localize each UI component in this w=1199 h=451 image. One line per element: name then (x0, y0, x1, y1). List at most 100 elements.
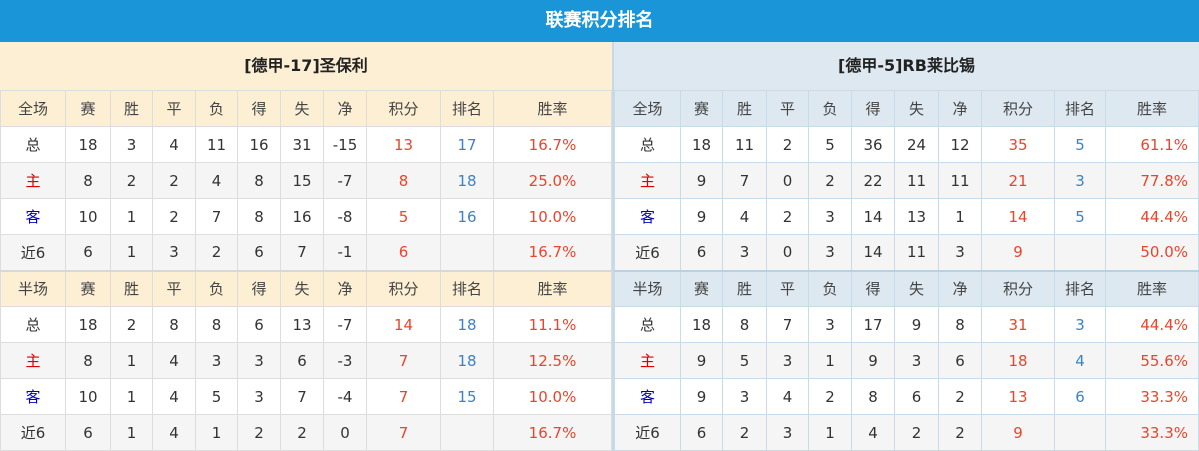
cell-drawn: 4 (152, 126, 196, 163)
column-header-rank: 排名 (1054, 269, 1106, 307)
column-header-goals-for: 得 (237, 90, 281, 127)
column-header-points: 积分 (981, 269, 1055, 307)
cell-label: 主 (614, 342, 681, 379)
cell-win-rate: 16.7% (493, 126, 612, 163)
cell-played: 6 (65, 414, 111, 451)
cell-label: 总 (614, 126, 681, 163)
column-header-win-rate: 胜率 (1105, 269, 1199, 307)
cell-goals-for: 6 (237, 306, 281, 343)
column-header-played: 赛 (680, 269, 723, 307)
cell-goals-against: 11 (894, 234, 939, 271)
cell-goals-for: 14 (851, 198, 895, 235)
half-header-row: 半场赛胜平负得失净积分 排名 胜率 (614, 269, 1199, 307)
cell-rank (1054, 234, 1106, 271)
cell-points: 6 (366, 234, 441, 271)
cell-goal-diff: -8 (323, 198, 367, 235)
table-row: 总 18 8 7 3 17 9 8 31 3 44.4% (614, 306, 1199, 343)
column-header-drawn: 平 (766, 90, 809, 127)
table-row: 客 9 4 2 3 14 13 1 14 5 44.4% (614, 198, 1199, 235)
cell-label: 总 (0, 126, 66, 163)
cell-goals-against: 9 (894, 306, 939, 343)
cell-points: 14 (366, 306, 441, 343)
table-row: 近6 6 2 3 1 4 2 2 9 33.3% (614, 414, 1199, 451)
cell-points: 7 (366, 378, 441, 415)
cell-goal-diff: -7 (323, 162, 367, 199)
cell-lost: 7 (195, 198, 238, 235)
cell-lost: 3 (808, 198, 852, 235)
column-header-points: 积分 (366, 90, 441, 127)
cell-rank: 18 (440, 162, 494, 199)
cell-won: 1 (110, 198, 153, 235)
cell-goals-for: 3 (237, 378, 281, 415)
cell-lost: 1 (195, 414, 238, 451)
cell-played: 9 (680, 198, 723, 235)
cell-lost: 2 (195, 234, 238, 271)
column-header-won: 胜 (722, 269, 767, 307)
cell-goal-diff: 3 (938, 234, 982, 271)
cell-label: 客 (0, 378, 66, 415)
table-row: 总 18 11 2 5 36 24 12 35 5 61.1% (614, 126, 1199, 163)
cell-goals-for: 36 (851, 126, 895, 163)
table-row: 客 10 1 2 7 8 16 -8 5 16 10.0% (0, 198, 612, 235)
cell-goal-diff: -1 (323, 234, 367, 271)
cell-points: 9 (981, 234, 1055, 271)
column-header-goals-for: 得 (851, 269, 895, 307)
cell-drawn: 4 (152, 378, 196, 415)
cell-goal-diff: -4 (323, 378, 367, 415)
cell-drawn: 2 (152, 162, 196, 199)
cell-goal-diff: 2 (938, 378, 982, 415)
column-header-goal-diff: 净 (323, 90, 367, 127)
cell-goals-against: 11 (894, 162, 939, 199)
cell-points: 35 (981, 126, 1055, 163)
cell-goals-for: 8 (237, 162, 281, 199)
table-row: 总 18 2 8 8 6 13 -7 14 18 11.1% (0, 306, 612, 343)
cell-goals-for: 8 (237, 198, 281, 235)
cell-win-rate: 77.8% (1105, 162, 1199, 199)
column-header-lost: 负 (195, 90, 238, 127)
standings-table: 全场赛胜平负得失净积分 排名 胜率总 18 11 2 5 36 24 12 35 5 61.1% 主 9 7 0… (614, 90, 1199, 451)
cell-rank: 4 (1054, 342, 1106, 379)
cell-played: 8 (65, 342, 111, 379)
cell-goals-against: 2 (280, 414, 324, 451)
cell-win-rate: 25.0% (493, 162, 612, 199)
column-header-played: 赛 (680, 90, 723, 127)
cell-win-rate: 44.4% (1105, 306, 1199, 343)
column-header-rank: 排名 (1054, 90, 1106, 127)
cell-label: 近6 (614, 414, 681, 451)
standings-title: 联赛积分排名 (0, 0, 1199, 42)
cell-points: 13 (981, 378, 1055, 415)
cell-goals-against: 2 (894, 414, 939, 451)
column-header-lost: 负 (195, 269, 238, 307)
cell-goals-against: 16 (280, 198, 324, 235)
team-name: [德甲-17]圣保利 (0, 42, 612, 90)
cell-played: 18 (680, 306, 723, 343)
cell-won: 2 (110, 162, 153, 199)
table-row: 主 8 2 2 4 8 15 -7 8 18 25.0% (0, 162, 612, 199)
column-header-label: 全场 (614, 90, 681, 127)
cell-win-rate: 44.4% (1105, 198, 1199, 235)
column-header-won: 胜 (110, 269, 153, 307)
column-header-points: 积分 (366, 269, 441, 307)
cell-label: 客 (614, 198, 681, 235)
cell-rank: 15 (440, 378, 494, 415)
cell-rank: 6 (1054, 378, 1106, 415)
column-header-goals-against: 失 (280, 269, 324, 307)
cell-won: 11 (722, 126, 767, 163)
cell-played: 9 (680, 378, 723, 415)
cell-drawn: 0 (766, 162, 809, 199)
column-header-played: 赛 (65, 269, 111, 307)
cell-goals-for: 16 (237, 126, 281, 163)
cell-goals-for: 17 (851, 306, 895, 343)
table-row: 主 9 7 0 2 22 11 11 21 3 77.8% (614, 162, 1199, 199)
cell-rank: 3 (1054, 162, 1106, 199)
cell-lost: 8 (195, 306, 238, 343)
cell-points: 7 (366, 414, 441, 451)
cell-goals-for: 9 (851, 342, 895, 379)
cell-won: 3 (722, 234, 767, 271)
cell-goal-diff: 11 (938, 162, 982, 199)
cell-drawn: 3 (152, 234, 196, 271)
cell-goal-diff: 2 (938, 414, 982, 451)
cell-played: 10 (65, 198, 111, 235)
column-header-rank: 排名 (440, 269, 494, 307)
column-header-played: 赛 (65, 90, 111, 127)
